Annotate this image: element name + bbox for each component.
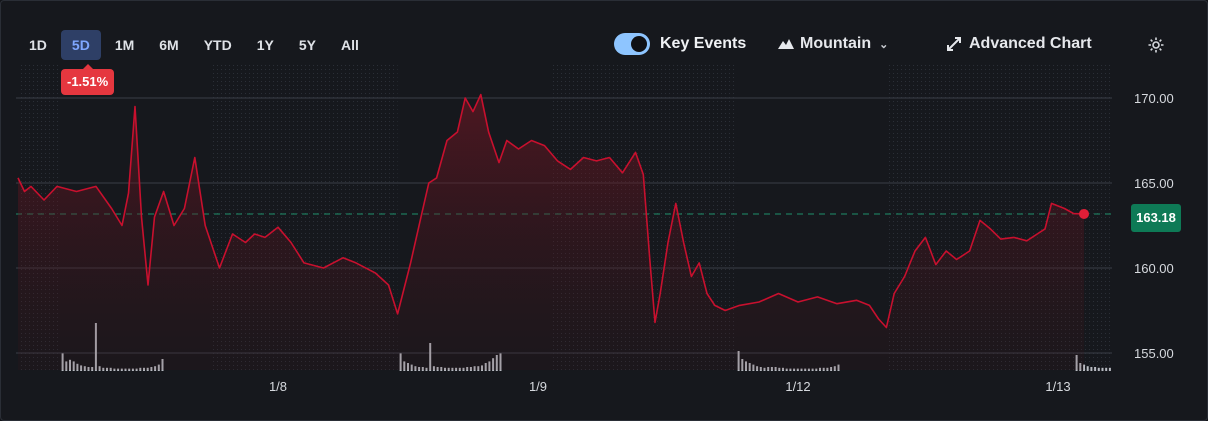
chart-type-dropdown[interactable]: Mountain ⌄ bbox=[778, 35, 888, 53]
price-area bbox=[18, 94, 1084, 370]
mountain-icon bbox=[778, 39, 794, 49]
price-line bbox=[17, 93, 1085, 329]
range-tab-ytd[interactable]: YTD bbox=[203, 37, 232, 53]
y-tick-label: 165.00 bbox=[1134, 176, 1174, 191]
x-tick-label: 1/12 bbox=[785, 379, 810, 394]
chevron-down-icon: ⌄ bbox=[879, 38, 889, 51]
volume-bar bbox=[1105, 367, 1108, 371]
y-tick-label: 160.00 bbox=[1134, 261, 1174, 276]
volume-bar bbox=[1097, 367, 1100, 371]
last-price-dot bbox=[1079, 208, 1089, 219]
range-tab-1m[interactable]: 1M bbox=[114, 37, 135, 53]
x-tick-label: 1/8 bbox=[269, 379, 287, 394]
range-tabs: 1D 5D 1M 6M YTD 1Y 5Y All bbox=[18, 30, 373, 60]
x-tick-label: 1/13 bbox=[1045, 379, 1070, 394]
y-tick-label: 170.00 bbox=[1134, 91, 1174, 106]
change-badge: -1.51% bbox=[61, 64, 115, 95]
toggle-knob bbox=[631, 36, 647, 52]
range-tab-5d[interactable]: 5D bbox=[60, 30, 101, 60]
range-tab-all[interactable]: All bbox=[340, 37, 359, 53]
volume-bar bbox=[1086, 366, 1089, 371]
y-tick-label: 155.00 bbox=[1134, 346, 1174, 361]
range-tab-5y[interactable]: 5Y bbox=[298, 37, 316, 53]
x-tick-label: 1/9 bbox=[529, 379, 547, 394]
toggle-switch[interactable] bbox=[614, 33, 650, 55]
advanced-chart-label: Advanced Chart bbox=[969, 35, 1092, 52]
volume-bar bbox=[1108, 367, 1111, 371]
chart-type-label: Mountain bbox=[800, 35, 872, 52]
key-events-label: Key Events bbox=[660, 35, 747, 52]
advanced-chart-button[interactable]: Advanced Chart bbox=[946, 35, 1092, 53]
key-events-toggle[interactable]: Key Events bbox=[614, 33, 746, 55]
volume-bar bbox=[1090, 367, 1093, 371]
last-price-badge: 163.18 bbox=[1131, 204, 1181, 232]
expand-icon bbox=[947, 37, 961, 51]
gear-icon[interactable] bbox=[1147, 36, 1165, 54]
range-tab-6m[interactable]: 6M bbox=[159, 37, 179, 53]
volume-bar bbox=[1094, 367, 1097, 371]
range-tab-1y[interactable]: 1Y bbox=[256, 37, 274, 53]
volume-bar bbox=[1101, 367, 1104, 371]
range-tab-1d[interactable]: 1D bbox=[29, 37, 47, 53]
